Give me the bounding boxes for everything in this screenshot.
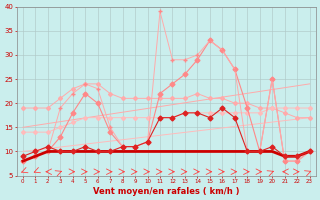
X-axis label: Vent moyen/en rafales ( km/h ): Vent moyen/en rafales ( km/h ) bbox=[93, 187, 239, 196]
